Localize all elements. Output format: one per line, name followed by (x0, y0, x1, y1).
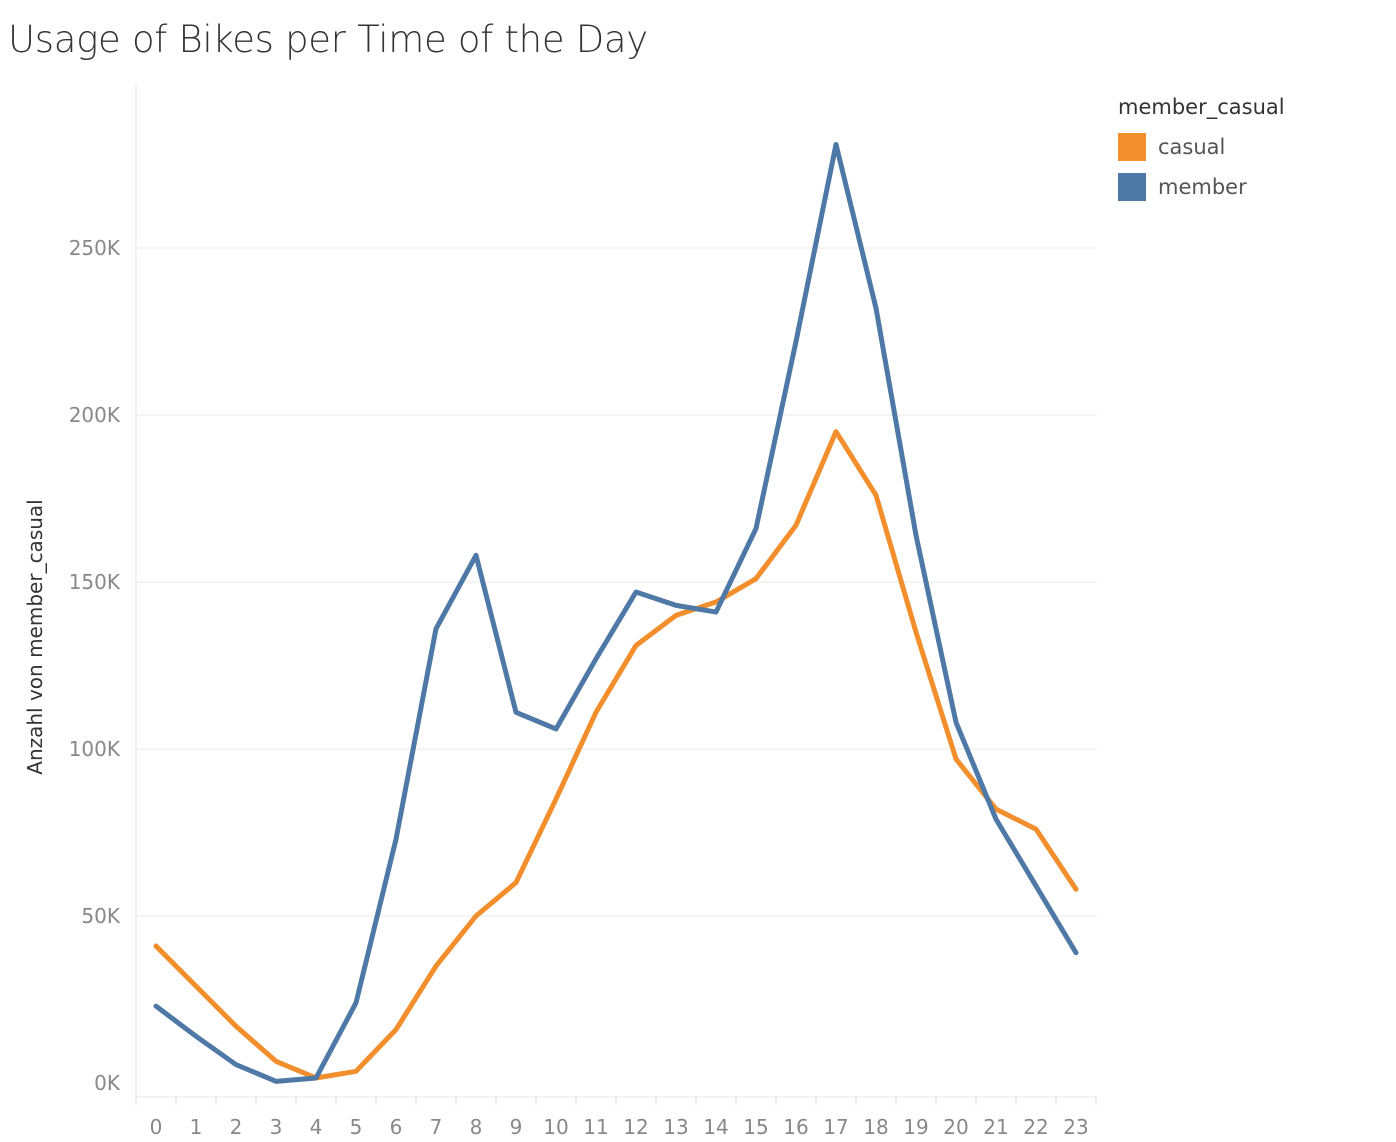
legend-item-member[interactable]: member (1118, 167, 1285, 207)
y-tick-label: 0K (94, 1071, 121, 1095)
x-tick-label: 6 (390, 1115, 403, 1139)
chart-title: Usage of Bikes per Time of the Day (8, 18, 648, 61)
x-tick-label: 10 (543, 1115, 568, 1139)
x-tick-label: 20 (943, 1115, 968, 1139)
y-tick-label: 250K (69, 236, 121, 260)
y-axis-title: Anzahl von member_casual (23, 499, 47, 774)
legend-item-casual[interactable]: casual (1118, 127, 1285, 167)
legend-title: member_casual (1118, 95, 1285, 119)
y-tick-label: 100K (69, 737, 121, 761)
y-tick-label: 50K (81, 904, 120, 928)
legend-swatch-member (1118, 173, 1146, 201)
legend-label-member: member (1158, 175, 1247, 199)
x-tick-label: 17 (823, 1115, 848, 1139)
legend-label-casual: casual (1158, 135, 1226, 159)
x-tick-label: 7 (430, 1115, 443, 1139)
x-tick-label: 3 (270, 1115, 283, 1139)
x-tick-label: 14 (703, 1115, 728, 1139)
x-tick-label: 18 (863, 1115, 888, 1139)
legend-swatch-casual (1118, 133, 1146, 161)
x-tick-label: 16 (783, 1115, 808, 1139)
x-tick-label: 21 (983, 1115, 1008, 1139)
x-tick-label: 1 (190, 1115, 203, 1139)
x-tick-label: 12 (623, 1115, 648, 1139)
x-tick-label: 5 (350, 1115, 363, 1139)
x-tick-label: 2 (230, 1115, 243, 1139)
x-tick-label: 11 (583, 1115, 608, 1139)
series-line-casual (153, 429, 1079, 1081)
series-line-member (153, 141, 1079, 1084)
x-tick-label: 4 (310, 1115, 323, 1139)
x-tick-label: 23 (1063, 1115, 1088, 1139)
x-tick-label: 8 (470, 1115, 483, 1139)
x-tick-label: 19 (903, 1115, 928, 1139)
legend: member_casual casual member (1118, 95, 1285, 207)
x-tick-label: 13 (663, 1115, 688, 1139)
x-tick-label: 0 (150, 1115, 163, 1139)
y-tick-label: 200K (69, 403, 121, 427)
x-tick-label: 15 (743, 1115, 768, 1139)
y-tick-label: 150K (69, 570, 121, 594)
x-tick-label: 9 (510, 1115, 523, 1139)
x-tick-label: 22 (1023, 1115, 1048, 1139)
